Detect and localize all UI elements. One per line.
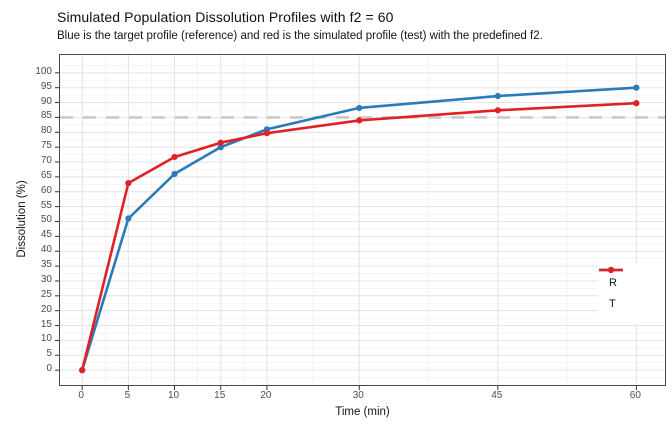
plot-canvas xyxy=(55,55,665,390)
x-tick-label: 5 xyxy=(124,390,131,401)
y-tick-label: 100 xyxy=(35,65,52,77)
y-tick-label: 65 xyxy=(40,169,52,181)
y-tick-label: 60 xyxy=(40,184,52,196)
legend-label: T xyxy=(609,298,616,310)
legend-key-point xyxy=(607,266,615,274)
data-point-R xyxy=(125,215,132,222)
y-tick-label: 25 xyxy=(40,288,52,300)
data-point-T xyxy=(356,117,363,124)
legend-entry-T: T xyxy=(599,266,665,310)
y-tick-label: 35 xyxy=(40,259,52,271)
x-tick-label: 15 xyxy=(214,390,226,401)
y-tick-label: 50 xyxy=(40,214,52,226)
y-tick-label: 5 xyxy=(46,348,52,360)
chart-title: Simulated Population Dissolution Profile… xyxy=(57,9,394,25)
x-tick-label: 20 xyxy=(260,390,272,401)
chart-subtitle: Blue is the target profile (reference) a… xyxy=(57,30,543,42)
data-point-T xyxy=(263,130,271,137)
legend-label: R xyxy=(609,277,617,289)
data-point-R xyxy=(356,104,363,112)
data-point-R xyxy=(633,84,640,91)
x-tick-label: 60 xyxy=(629,390,641,401)
legend-key-icon xyxy=(599,266,623,274)
data-point-T xyxy=(125,180,132,187)
data-point-T xyxy=(79,367,86,374)
data-point-T xyxy=(171,153,178,161)
x-axis-title: Time (min) xyxy=(335,406,390,418)
data-point-T xyxy=(217,139,224,146)
legend-entry-R: R xyxy=(599,266,665,289)
y-tick-label: 80 xyxy=(40,125,52,137)
data-point-T xyxy=(494,107,501,114)
series-line-T xyxy=(80,101,638,372)
x-tick-label: 45 xyxy=(491,390,503,401)
data-point-T xyxy=(633,100,640,107)
y-tick-label: 15 xyxy=(40,318,52,330)
y-tick-label: 75 xyxy=(40,140,52,152)
y-tick-label: 40 xyxy=(40,244,52,256)
y-tick-label: 0 xyxy=(46,363,52,375)
y-tick-label: 55 xyxy=(40,199,52,211)
y-tick-label: 95 xyxy=(40,80,52,92)
x-tick-label: 10 xyxy=(167,390,180,401)
x-tick-label: 30 xyxy=(352,390,364,401)
y-tick-label: 70 xyxy=(40,155,52,167)
data-point-R xyxy=(171,170,178,178)
x-tick-label: 0 xyxy=(78,390,84,401)
y-tick-label: 20 xyxy=(40,303,52,315)
data-point-R xyxy=(217,144,224,151)
y-tick-label: 30 xyxy=(40,273,52,285)
y-tick-label: 10 xyxy=(40,333,52,345)
y-tick-label: 45 xyxy=(40,229,52,241)
data-point-R xyxy=(494,92,501,100)
y-tick-label: 85 xyxy=(40,110,52,122)
y-tick-label: 90 xyxy=(40,95,52,107)
